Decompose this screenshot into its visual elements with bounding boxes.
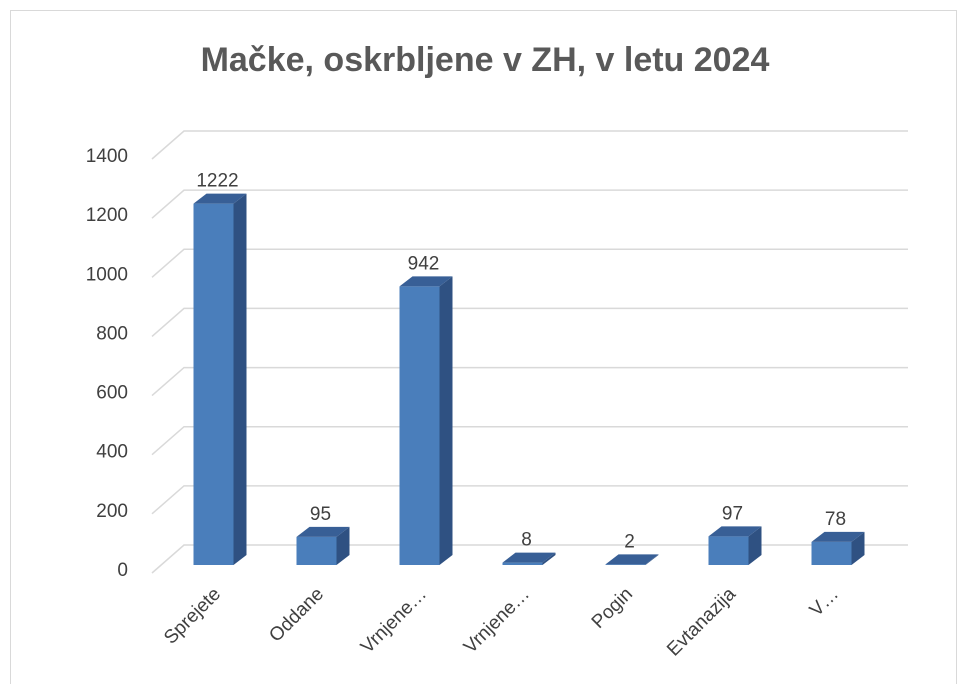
bar (399, 276, 453, 565)
bar-front (708, 536, 749, 565)
value-label: 78 (825, 509, 846, 530)
chart-title: Mačke, oskrbljene v ZH, v letu 2024 (201, 41, 770, 79)
value-label: 95 (310, 504, 331, 525)
bar-front (502, 562, 543, 565)
bar-side (439, 276, 453, 565)
y-tick-label: 800 (96, 323, 128, 344)
grid-line (151, 248, 908, 278)
bar-side (851, 531, 865, 565)
grid-line (151, 544, 908, 574)
grid-line (151, 485, 908, 515)
y-tick-label: 1200 (86, 205, 128, 226)
bar (502, 552, 556, 565)
bar-top (708, 526, 762, 537)
bar-side (748, 526, 762, 565)
value-label: 942 (408, 253, 440, 274)
y-tick-label: 400 (96, 442, 128, 463)
bar-front (399, 286, 440, 565)
bar (296, 526, 350, 565)
grid-line (151, 366, 908, 397)
y-tick-label: 200 (96, 501, 128, 522)
chart-border (10, 10, 957, 689)
bar-side (233, 193, 247, 565)
y-tick-label: 1000 (86, 264, 128, 285)
bar-front (193, 203, 234, 565)
y-tick-label: 600 (96, 383, 128, 404)
bar (193, 193, 247, 565)
bar (708, 526, 762, 565)
bar-side (542, 552, 556, 565)
grid-line (151, 425, 908, 456)
value-label: 8 (521, 530, 532, 551)
bar-front (811, 541, 852, 565)
value-label: 97 (722, 503, 743, 524)
bar-front (296, 536, 337, 565)
bar-side (645, 554, 659, 565)
grid-line (151, 307, 908, 337)
bar-top (193, 193, 247, 204)
bar-front (605, 564, 646, 565)
bar-top (502, 552, 556, 563)
bar (811, 531, 865, 565)
bar-top (605, 554, 659, 565)
bar-top (399, 276, 453, 287)
value-label: 1222 (196, 171, 238, 192)
value-label: 2 (624, 531, 635, 552)
grid-line (151, 189, 908, 219)
grid-line (151, 130, 908, 160)
y-tick-label: 0 (117, 560, 128, 581)
bar (605, 554, 659, 565)
bar-top (811, 531, 865, 542)
y-tick-label: 1400 (86, 146, 128, 167)
bar-top (296, 526, 350, 537)
bar-side (336, 526, 350, 565)
